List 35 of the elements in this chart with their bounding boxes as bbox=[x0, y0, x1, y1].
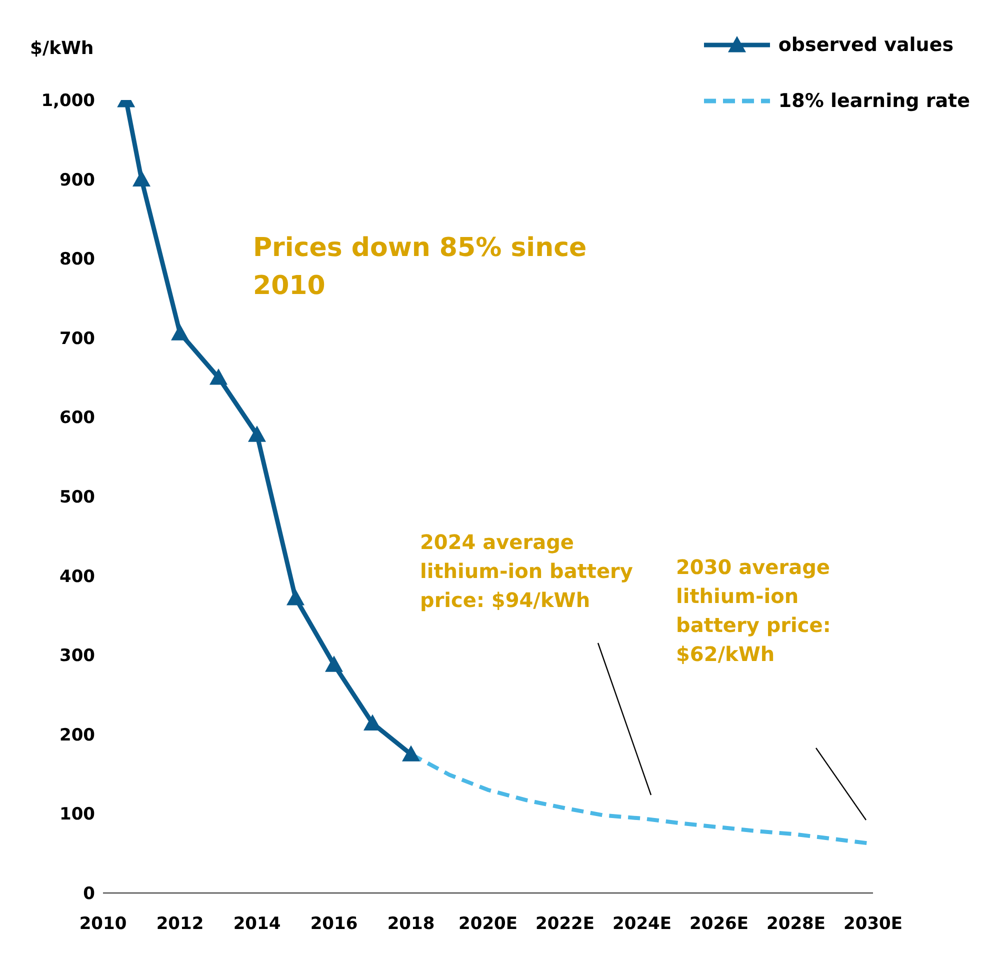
legend-label: observed values bbox=[778, 34, 954, 56]
x-tick-label: 2026E bbox=[690, 914, 748, 934]
point bbox=[286, 589, 304, 606]
y-tick-label: 600 bbox=[60, 408, 96, 428]
point bbox=[132, 170, 150, 186]
point bbox=[402, 745, 420, 762]
y-tick-label: 800 bbox=[60, 250, 96, 270]
x-tick-label: 2010 bbox=[79, 914, 127, 934]
y-tick-label: 1,000 bbox=[41, 91, 96, 112]
y-tick-label: 700 bbox=[60, 328, 96, 349]
annotation: 2030 average lithium-ion battery price: $62/kWh bbox=[676, 554, 832, 668]
x-tick-label: 2014 bbox=[233, 914, 281, 934]
y-tick-label: 100 bbox=[60, 804, 96, 825]
y-tick-label: 0 bbox=[83, 884, 96, 904]
legend-label: 18% learning rate bbox=[778, 90, 970, 112]
x-tick-label: 2024E bbox=[612, 914, 672, 934]
y-tick-label: 900 bbox=[60, 170, 96, 190]
point bbox=[325, 656, 343, 672]
point bbox=[210, 368, 228, 385]
x-tick-label: 2012 bbox=[156, 914, 204, 934]
x-tick-label: 2022E bbox=[536, 914, 594, 934]
x-tick-label: 2018 bbox=[387, 914, 435, 934]
y-axis-title: $/kWh bbox=[30, 38, 94, 59]
y-tick-label: 500 bbox=[60, 488, 96, 508]
x-tick-label: 2020E bbox=[458, 914, 518, 934]
annotation: 2024 average lithium-ion battery price: $94/kWh bbox=[420, 529, 634, 614]
y-tick-label: 400 bbox=[60, 566, 96, 587]
point bbox=[248, 426, 266, 442]
x-tick-label: 2030E bbox=[844, 914, 902, 934]
x-tick-label: 2016 bbox=[310, 914, 358, 934]
x-tick-label: 2028E bbox=[766, 914, 826, 934]
point bbox=[171, 324, 189, 340]
y-tick-label: 200 bbox=[60, 725, 96, 746]
y-tick-label: 300 bbox=[60, 646, 96, 666]
annotation: Prices down 85% since 2010 bbox=[253, 232, 588, 303]
